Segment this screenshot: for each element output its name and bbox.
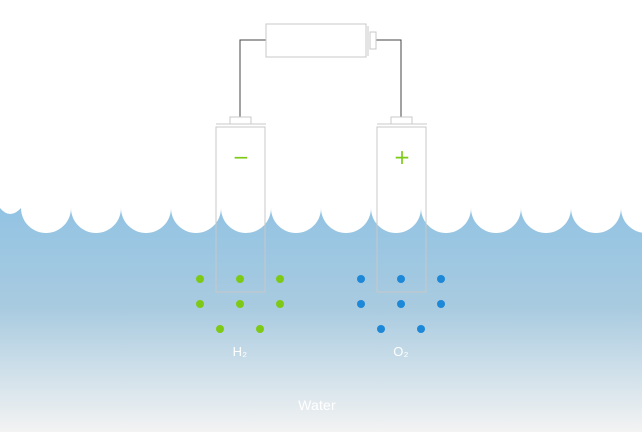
oxygen-bubble <box>377 325 385 333</box>
hydrogen-bubbles <box>196 275 284 333</box>
battery-icon <box>265 23 377 58</box>
water-body <box>0 208 642 432</box>
hydrogen-bubble <box>276 275 284 283</box>
wire-left <box>239 39 266 117</box>
hydrogen-bubble <box>256 325 264 333</box>
hydrogen-bubble <box>236 300 244 308</box>
oxygen-bubble <box>357 300 365 308</box>
oxygen-bubble <box>357 275 365 283</box>
anode-tube <box>376 116 427 293</box>
hydrogen-bubble <box>216 325 224 333</box>
cathode-minus-sign: − <box>232 145 250 169</box>
hydrogen-bubble <box>196 300 204 308</box>
wire-right <box>376 39 402 117</box>
oxygen-bubble <box>437 275 445 283</box>
hydrogen-bubble <box>196 275 204 283</box>
cathode-tube <box>215 116 266 293</box>
oxygen-label: O₂ <box>393 344 409 359</box>
hydrogen-label: H₂ <box>232 344 248 359</box>
oxygen-bubble <box>417 325 425 333</box>
hydrogen-bubble <box>236 275 244 283</box>
hydrogen-bubble <box>276 300 284 308</box>
oxygen-bubble <box>397 275 405 283</box>
oxygen-bubbles <box>357 275 445 333</box>
oxygen-bubble <box>437 300 445 308</box>
oxygen-bubble <box>397 300 405 308</box>
anode-plus-sign: + <box>393 145 411 169</box>
water-label: Water <box>298 397 336 413</box>
